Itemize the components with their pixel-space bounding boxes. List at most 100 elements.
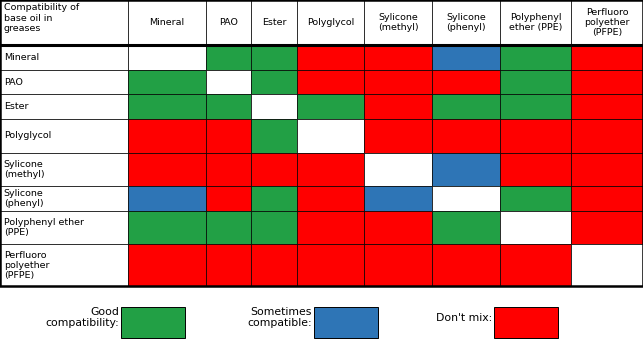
Text: Sylicone
(phenyl): Sylicone (phenyl) [4, 189, 44, 208]
Bar [0, 70, 128, 94]
Bar [128, 45, 206, 70]
Bar [0, 45, 128, 70]
Bar [251, 119, 297, 153]
Text: Polyphenyl
ether (PPE): Polyphenyl ether (PPE) [509, 13, 562, 32]
Bar [206, 211, 251, 244]
Bar [432, 186, 500, 211]
Text: Perfluoro
polyether
(PFPE): Perfluoro polyether (PFPE) [584, 8, 630, 37]
Bar [206, 119, 251, 153]
Bar [251, 153, 297, 186]
Text: Sylicone
(methyl): Sylicone (methyl) [378, 13, 419, 32]
Bar [206, 186, 251, 211]
Bar [571, 94, 643, 119]
Bar [251, 0, 297, 45]
Text: Good
compatibility:: Good compatibility: [45, 307, 119, 328]
Bar [500, 153, 571, 186]
Bar [128, 0, 206, 45]
Bar [297, 186, 365, 211]
Bar [251, 186, 297, 211]
Bar [571, 0, 643, 45]
Bar [297, 153, 365, 186]
Text: Compatibility of
base oil in
greases: Compatibility of base oil in greases [4, 3, 79, 33]
Bar [297, 70, 365, 94]
Bar [365, 45, 432, 70]
Bar [314, 307, 378, 338]
Bar [500, 70, 571, 94]
Bar [121, 307, 185, 338]
Bar [251, 45, 297, 70]
Bar [365, 70, 432, 94]
Bar [365, 94, 432, 119]
Bar [494, 307, 558, 338]
Bar [571, 211, 643, 244]
Bar [571, 70, 643, 94]
Bar [432, 0, 500, 45]
Bar [500, 45, 571, 70]
Bar [206, 45, 251, 70]
Bar [0, 244, 128, 286]
Bar [251, 94, 297, 119]
Bar [297, 211, 365, 244]
Bar [297, 94, 365, 119]
Bar [297, 45, 365, 70]
Bar [251, 211, 297, 244]
Text: Perfluoro
polyether
(PFPE): Perfluoro polyether (PFPE) [4, 251, 50, 280]
Bar [500, 186, 571, 211]
Text: Ester: Ester [4, 102, 28, 111]
Bar [500, 119, 571, 153]
Text: Mineral: Mineral [149, 18, 185, 27]
Bar [128, 119, 206, 153]
Text: Ester: Ester [262, 18, 286, 27]
Bar [128, 94, 206, 119]
Bar [206, 94, 251, 119]
Bar [365, 186, 432, 211]
Text: Polyglycol: Polyglycol [307, 18, 354, 27]
Bar [128, 211, 206, 244]
Bar [0, 0, 643, 286]
Bar [571, 119, 643, 153]
Bar [0, 211, 128, 244]
Bar [571, 153, 643, 186]
Bar [206, 70, 251, 94]
Bar [206, 0, 251, 45]
Bar [365, 119, 432, 153]
Text: Polyphenyl ether
(PPE): Polyphenyl ether (PPE) [4, 218, 84, 237]
Bar [500, 211, 571, 244]
Bar [128, 186, 206, 211]
Text: Sometimes
compatible:: Sometimes compatible: [247, 307, 312, 328]
Bar [432, 153, 500, 186]
Bar [500, 0, 571, 45]
Text: Mineral: Mineral [4, 53, 39, 62]
Bar [206, 244, 251, 286]
Text: Sylicone
(phenyl): Sylicone (phenyl) [446, 13, 485, 32]
Bar [365, 211, 432, 244]
Bar [500, 94, 571, 119]
Bar [500, 244, 571, 286]
Bar [432, 70, 500, 94]
Bar [0, 153, 128, 186]
Bar [571, 244, 643, 286]
Bar [297, 244, 365, 286]
Bar [432, 94, 500, 119]
Bar [432, 119, 500, 153]
Text: Polyglycol: Polyglycol [4, 132, 51, 141]
Bar [128, 70, 206, 94]
Bar [297, 0, 365, 45]
Bar [571, 45, 643, 70]
Bar [128, 153, 206, 186]
Bar [128, 244, 206, 286]
Bar [206, 153, 251, 186]
Text: Don't mix:: Don't mix: [436, 313, 492, 322]
Bar [432, 45, 500, 70]
Bar [365, 153, 432, 186]
Bar [0, 0, 128, 45]
Bar [365, 0, 432, 45]
Bar [251, 70, 297, 94]
Bar [297, 119, 365, 153]
Text: Sylicone
(methyl): Sylicone (methyl) [4, 160, 44, 179]
Text: PAO: PAO [4, 78, 23, 87]
Bar [0, 94, 128, 119]
Bar [432, 244, 500, 286]
Bar [0, 186, 128, 211]
Bar [251, 244, 297, 286]
